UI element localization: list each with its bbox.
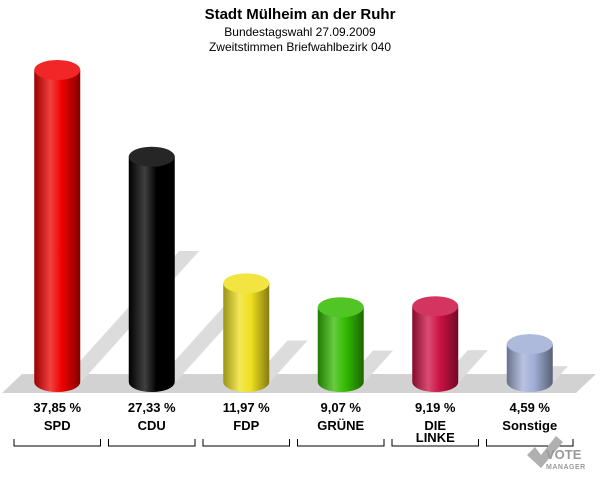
category-label-fdp: FDP (233, 418, 259, 433)
bar-top-die-linke (412, 296, 459, 317)
value-label-cdu: 27,33 % (128, 400, 176, 415)
category-bracket-die-linke (391, 439, 479, 447)
chart-subtitle-election: Bundestagswahl 27.09.2009 (224, 25, 376, 39)
value-label-fdp: 11,97 % (223, 400, 270, 415)
category-bracket-spd (13, 439, 101, 447)
category-bracket-sonstige (486, 439, 574, 447)
category-label-gruene: GRÜNE (317, 418, 364, 433)
chart-title: Stadt Mülheim an der Ruhr (204, 6, 396, 23)
value-label-gruene: 9,07 % (321, 400, 362, 415)
chart-subtitle-district: Zweitstimmen Briefwahlbezirk 040 (208, 40, 392, 54)
bar-body-gruene (317, 307, 364, 392)
value-label-spd: 37,85 % (33, 400, 81, 415)
category-label-die-linke-line2: LINKE (416, 430, 455, 445)
bar-cdu (128, 146, 175, 392)
logo-text-manager: MANAGER (546, 464, 586, 471)
bar-body-die-linke (412, 306, 459, 392)
bar-top-gruene (317, 297, 364, 318)
category-bracket-cdu (108, 439, 196, 447)
bar-top-sonstige (506, 334, 553, 355)
category-label-cdu: CDU (138, 418, 166, 433)
value-label-die-linke: 9,19 % (415, 400, 456, 415)
logo-check-icon (527, 436, 563, 468)
logo-text-vote: VOTE (546, 447, 582, 462)
value-label-sonstige: 4,59 % (510, 400, 551, 415)
bar-die-linke (412, 296, 459, 392)
bar-top-cdu (128, 146, 175, 167)
bar-body-cdu (128, 156, 175, 392)
category-bracket-gruene (297, 439, 385, 447)
category-bracket-fdp (202, 439, 290, 447)
bar-top-spd (34, 60, 81, 80)
bar-body-fdp (223, 283, 270, 392)
category-label-spd: SPD (44, 418, 71, 433)
bar-gruene (317, 297, 364, 392)
bar-body-sonstige (506, 344, 553, 392)
bar-spd (34, 60, 81, 392)
bar-top-fdp (223, 273, 270, 294)
category-label-sonstige: Sonstige (502, 418, 557, 433)
bar-body-spd (34, 70, 81, 392)
vote-manager-logo: VOTE MANAGER (527, 436, 586, 471)
category-label-die-linke-line1: DIE (424, 418, 446, 433)
bar-fdp (223, 273, 270, 392)
bar-sonstige (506, 334, 553, 392)
